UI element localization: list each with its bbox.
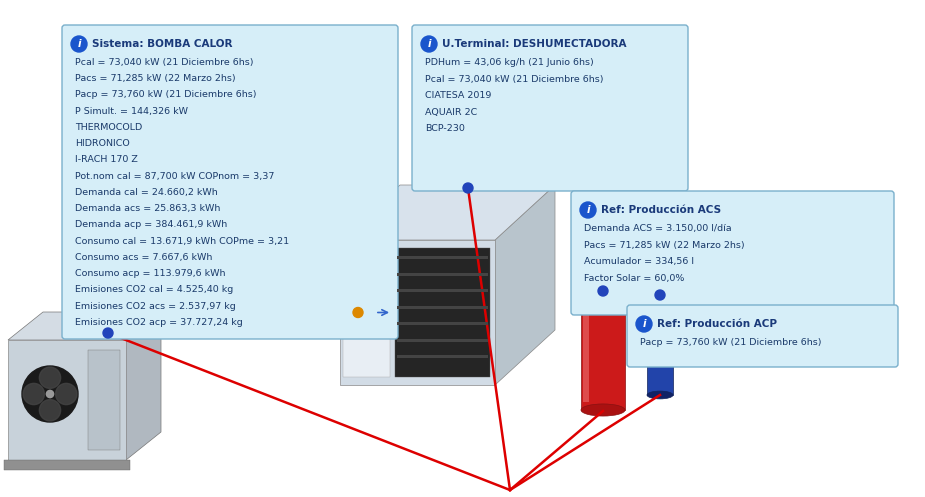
FancyBboxPatch shape xyxy=(571,191,894,315)
FancyBboxPatch shape xyxy=(397,355,488,358)
Text: i: i xyxy=(427,39,431,49)
FancyBboxPatch shape xyxy=(4,460,130,470)
Text: I-RACH 170 Z: I-RACH 170 Z xyxy=(75,156,138,165)
Circle shape xyxy=(421,36,437,52)
Circle shape xyxy=(46,390,54,398)
Text: Pacp = 73,760 kW (21 Diciembre 6hs): Pacp = 73,760 kW (21 Diciembre 6hs) xyxy=(75,90,256,99)
Text: Demanda ACS = 3.150,00 l/día: Demanda ACS = 3.150,00 l/día xyxy=(584,224,732,233)
Ellipse shape xyxy=(647,391,673,399)
Polygon shape xyxy=(340,185,555,240)
Text: Pacs = 71,285 kW (22 Marzo 2hs): Pacs = 71,285 kW (22 Marzo 2hs) xyxy=(75,74,236,83)
FancyBboxPatch shape xyxy=(397,272,488,275)
Text: i: i xyxy=(78,39,80,49)
Text: Demanda acs = 25.863,3 kWh: Demanda acs = 25.863,3 kWh xyxy=(75,204,220,213)
Text: HIDRONICO: HIDRONICO xyxy=(75,139,130,148)
FancyBboxPatch shape xyxy=(397,338,488,341)
FancyBboxPatch shape xyxy=(88,350,120,450)
Text: Emisiones CO2 cal = 4.525,40 kg: Emisiones CO2 cal = 4.525,40 kg xyxy=(75,285,233,294)
FancyBboxPatch shape xyxy=(397,322,488,325)
Polygon shape xyxy=(495,185,555,385)
Text: Consumo acp = 113.979,6 kWh: Consumo acp = 113.979,6 kWh xyxy=(75,269,226,278)
Ellipse shape xyxy=(581,404,625,416)
FancyBboxPatch shape xyxy=(8,340,126,460)
Text: Pacp = 73,760 kW (21 Diciembre 6hs): Pacp = 73,760 kW (21 Diciembre 6hs) xyxy=(640,338,821,347)
Text: CIATESA 2019: CIATESA 2019 xyxy=(425,91,491,100)
Circle shape xyxy=(56,383,77,405)
FancyBboxPatch shape xyxy=(412,25,688,191)
Circle shape xyxy=(40,367,61,388)
Text: Pcal = 73,040 kW (21 Diciembre 6hs): Pcal = 73,040 kW (21 Diciembre 6hs) xyxy=(75,58,253,67)
Text: Demanda cal = 24.660,2 kWh: Demanda cal = 24.660,2 kWh xyxy=(75,188,217,197)
Circle shape xyxy=(103,328,113,338)
Ellipse shape xyxy=(647,291,673,299)
Ellipse shape xyxy=(581,284,625,296)
FancyBboxPatch shape xyxy=(397,256,488,259)
Text: Ref: Producción ACP: Ref: Producción ACP xyxy=(657,319,777,329)
Text: Pot.nom cal = 87,700 kW COPnom = 3,37: Pot.nom cal = 87,700 kW COPnom = 3,37 xyxy=(75,171,275,180)
Text: Emisiones CO2 acp = 37.727,24 kg: Emisiones CO2 acp = 37.727,24 kg xyxy=(75,318,242,327)
Circle shape xyxy=(636,316,652,332)
Circle shape xyxy=(655,290,665,300)
Text: Pacs = 71,285 kW (22 Marzo 2hs): Pacs = 71,285 kW (22 Marzo 2hs) xyxy=(584,241,745,249)
Circle shape xyxy=(40,400,61,421)
Text: Consumo cal = 13.671,9 kWh COPme = 3,21: Consumo cal = 13.671,9 kWh COPme = 3,21 xyxy=(75,237,290,246)
Text: Ref: Producción ACS: Ref: Producción ACS xyxy=(601,205,722,215)
Circle shape xyxy=(71,36,87,52)
Circle shape xyxy=(580,202,596,218)
Text: Factor Solar = 60,0%: Factor Solar = 60,0% xyxy=(584,273,684,282)
Text: Acumulador = 334,56 l: Acumulador = 334,56 l xyxy=(584,257,694,266)
Text: Demanda acp = 384.461,9 kWh: Demanda acp = 384.461,9 kWh xyxy=(75,220,228,229)
Polygon shape xyxy=(126,312,161,460)
Text: THERMOCOLD: THERMOCOLD xyxy=(75,123,142,132)
Circle shape xyxy=(463,183,473,193)
FancyBboxPatch shape xyxy=(397,289,488,292)
Polygon shape xyxy=(8,312,161,340)
FancyBboxPatch shape xyxy=(397,306,488,309)
FancyBboxPatch shape xyxy=(343,248,390,377)
FancyBboxPatch shape xyxy=(581,290,625,410)
FancyBboxPatch shape xyxy=(627,305,898,367)
Circle shape xyxy=(22,366,78,422)
Text: P Simult. = 144,326 kW: P Simult. = 144,326 kW xyxy=(75,107,188,116)
Text: i: i xyxy=(586,205,590,215)
FancyBboxPatch shape xyxy=(395,248,490,377)
FancyBboxPatch shape xyxy=(62,25,398,339)
Text: Pcal = 73,040 kW (21 Diciembre 6hs): Pcal = 73,040 kW (21 Diciembre 6hs) xyxy=(425,75,603,83)
FancyBboxPatch shape xyxy=(340,240,495,385)
Text: BCP-230: BCP-230 xyxy=(425,124,465,133)
Text: i: i xyxy=(642,319,646,329)
FancyBboxPatch shape xyxy=(647,295,673,395)
Text: Emisiones CO2 acs = 2.537,97 kg: Emisiones CO2 acs = 2.537,97 kg xyxy=(75,302,236,311)
Circle shape xyxy=(23,383,44,405)
Text: Sistema: BOMBA CALOR: Sistema: BOMBA CALOR xyxy=(92,39,232,49)
Circle shape xyxy=(598,286,608,296)
FancyBboxPatch shape xyxy=(583,298,589,402)
Circle shape xyxy=(353,308,363,318)
Text: U.Terminal: DESHUMECTADORA: U.Terminal: DESHUMECTADORA xyxy=(442,39,626,49)
Text: AQUAIR 2C: AQUAIR 2C xyxy=(425,107,477,116)
Text: PDHum = 43,06 kg/h (21 Junio 6hs): PDHum = 43,06 kg/h (21 Junio 6hs) xyxy=(425,58,594,67)
Text: Consumo acs = 7.667,6 kWh: Consumo acs = 7.667,6 kWh xyxy=(75,253,213,262)
